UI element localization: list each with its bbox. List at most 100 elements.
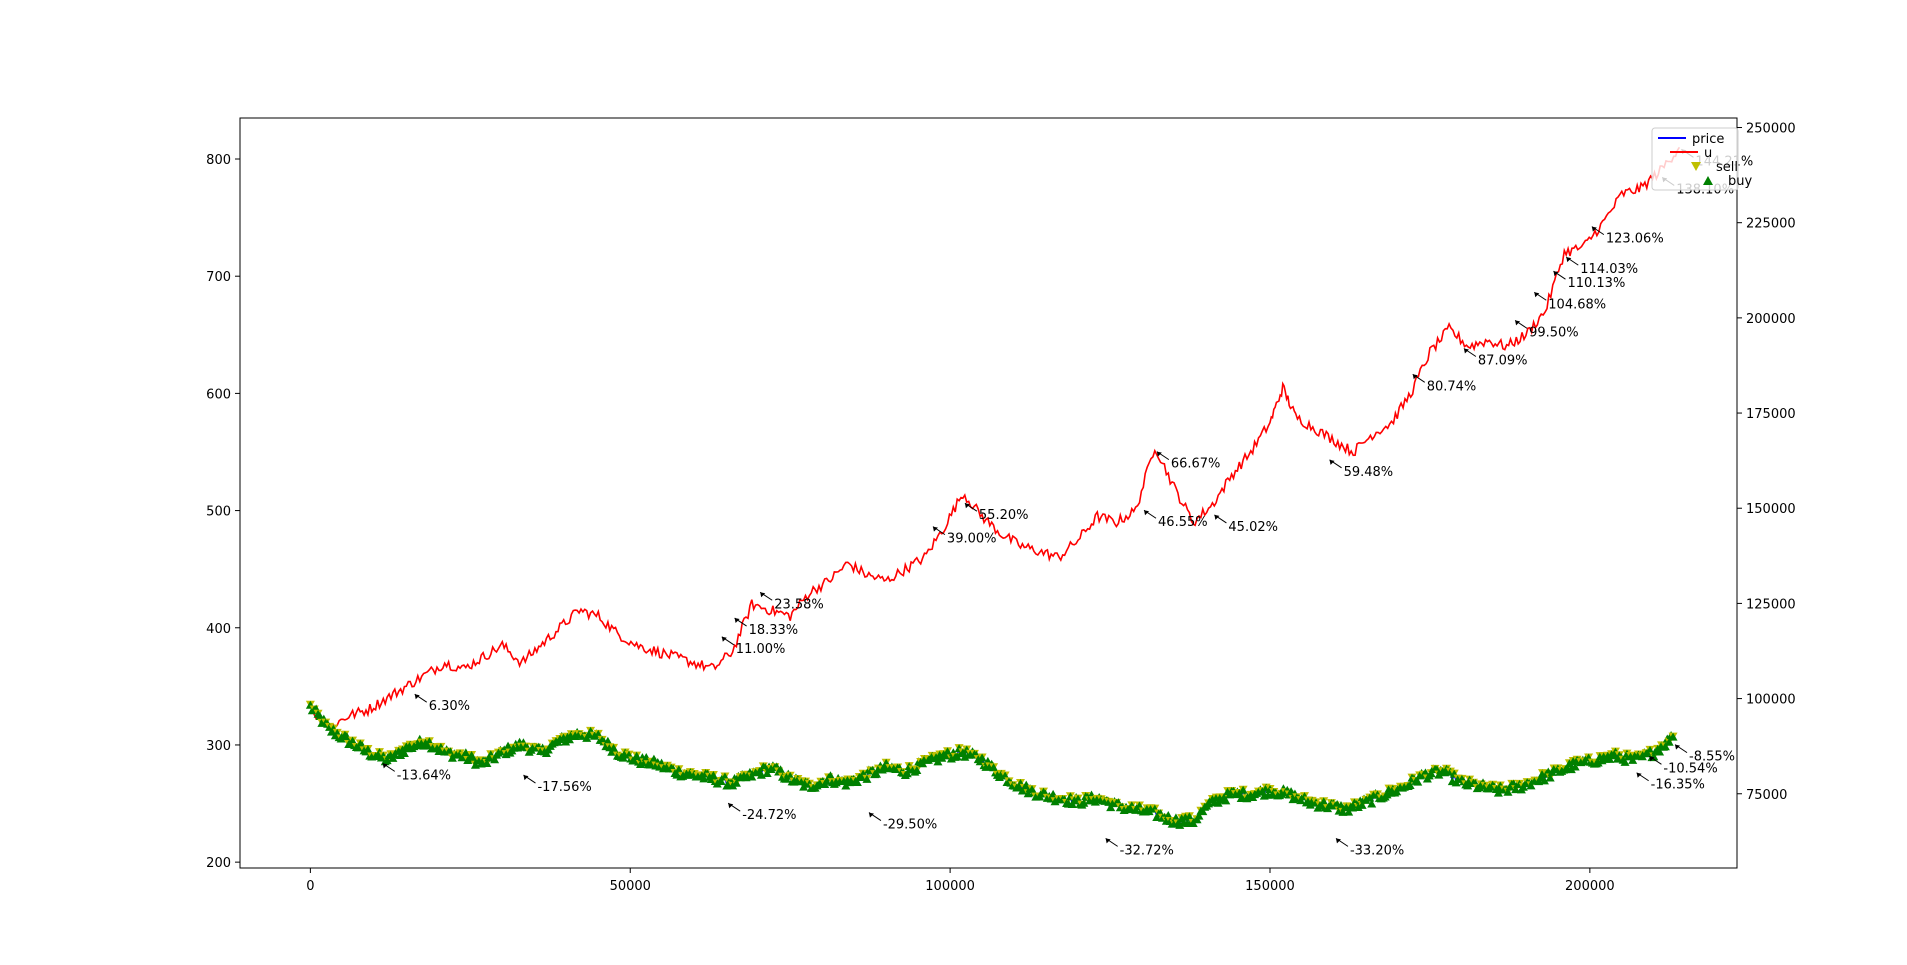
buy-marker (1539, 776, 1549, 785)
annotation-label: 46.55% (1158, 515, 1208, 530)
buy-marker (1493, 788, 1503, 797)
buy-marker (1106, 803, 1116, 812)
left-y-tick-label: 500 (206, 505, 231, 520)
annotation-label: -32.72% (1120, 843, 1174, 858)
annotation-label: 110.13% (1567, 276, 1625, 291)
buy-marker (977, 753, 987, 762)
annotation-arrowhead (1534, 292, 1540, 298)
annotation-arrowhead (523, 775, 529, 781)
annotation-arrowhead (1463, 348, 1469, 354)
buy-marker (482, 759, 492, 768)
buy-marker (1405, 780, 1415, 789)
buy-marker (879, 764, 889, 773)
buy-marker (1668, 732, 1678, 741)
left-y-tick-label: 200 (206, 856, 231, 871)
annotation-arrowhead (868, 812, 874, 818)
annotation-label: 18.33% (749, 623, 799, 638)
buy-marker (1367, 799, 1377, 808)
buy-marker (1079, 798, 1089, 807)
buy-marker (852, 778, 862, 787)
buy-marker (1526, 781, 1536, 790)
annotation-arrowhead (1214, 514, 1220, 520)
buy-marker (503, 741, 513, 750)
annotation-label: -33.20% (1350, 843, 1404, 858)
buy-marker (716, 776, 726, 785)
buy-marker (825, 771, 835, 780)
annotation-arrowhead (1105, 838, 1111, 844)
trade-markers (305, 700, 1678, 829)
annotation-label: 66.67% (1171, 457, 1221, 472)
annotation-label: -13.64% (397, 768, 451, 783)
buy-marker (731, 778, 741, 787)
annotation-arrowhead (1649, 756, 1655, 762)
annotation-arrowhead (721, 636, 727, 642)
annotation-label: 99.50% (1529, 325, 1579, 340)
annotation-arrowhead (728, 803, 734, 809)
buy-marker (490, 755, 500, 764)
buy-marker (1463, 781, 1473, 790)
right-y-tick-label: 100000 (1746, 693, 1796, 708)
buy-marker (1319, 797, 1329, 806)
buy-marker (1503, 787, 1513, 796)
buy-marker (1655, 747, 1665, 756)
right-y-tick-label: 175000 (1746, 407, 1796, 422)
annotation-arrowhead (964, 503, 970, 509)
annotation-arrowhead (1156, 451, 1162, 457)
axes: 0 50000 100000 150000 200000 200 300 400 500 600 7… (206, 117, 1796, 894)
x-tick-label: 100000 (925, 879, 975, 894)
right-y-tick-label: 200000 (1746, 312, 1796, 327)
right-y-tick-label: 75000 (1746, 788, 1787, 803)
annotation-arrowhead (1329, 459, 1335, 465)
legend-label-buy: buy (1728, 174, 1752, 189)
right-y-tick-label: 150000 (1746, 502, 1796, 517)
buy-marker (708, 771, 718, 780)
buy-marker (1238, 785, 1248, 794)
annotation-arrowhead (1675, 744, 1681, 750)
annotation-label: -16.35% (1651, 778, 1705, 793)
buy-marker (396, 751, 406, 760)
annotation-label: 114.03% (1580, 262, 1638, 277)
annotation-label: 55.20% (979, 508, 1029, 523)
annotation-label: 6.30% (429, 699, 470, 714)
buy-marker (603, 736, 613, 745)
buy-marker (776, 765, 786, 774)
buy-marker (1198, 807, 1208, 816)
buy-marker (1628, 755, 1638, 764)
annotation-arrowhead (1636, 772, 1642, 778)
buy-marker (1413, 777, 1423, 786)
buy-marker (1566, 765, 1576, 774)
legend-box (1651, 127, 1739, 191)
annotation-label: -8.55% (1689, 750, 1735, 765)
right-y-tick-label: 125000 (1746, 597, 1796, 612)
annotation-arrowhead (932, 526, 938, 532)
buy-marker (1035, 792, 1045, 801)
annotation-arrowhead (734, 618, 740, 624)
buy-marker (872, 769, 882, 778)
legend-swatch-buy (1703, 176, 1713, 185)
annotation-label: -24.72% (742, 808, 796, 823)
buy-marker (1194, 811, 1204, 820)
buy-marker (1357, 800, 1367, 809)
buy-marker (1171, 813, 1181, 822)
x-tick-label: 0 (306, 879, 314, 894)
annotation-label: 45.02% (1228, 520, 1278, 535)
x-tick-label: 150000 (1245, 879, 1295, 894)
annotation-label: -29.50% (883, 818, 937, 833)
buy-marker (747, 772, 757, 781)
annotation-arrowhead (414, 694, 420, 700)
buy-marker (1664, 737, 1674, 746)
annotation-label: -10.54% (1663, 761, 1717, 776)
axes-frame (239, 117, 1738, 869)
buy-marker (1645, 745, 1655, 754)
buy-marker (1175, 820, 1185, 829)
annotation-label: 23.58% (774, 597, 824, 612)
annotation-arrowhead (382, 763, 388, 769)
annotation-label: 123.06% (1606, 232, 1664, 247)
buy-marker (799, 782, 809, 791)
legend-label-u: u (1704, 146, 1712, 161)
left-y-tick-label: 700 (206, 270, 231, 285)
annotation-arrowhead (1335, 838, 1341, 844)
buy-marker (1564, 759, 1574, 768)
